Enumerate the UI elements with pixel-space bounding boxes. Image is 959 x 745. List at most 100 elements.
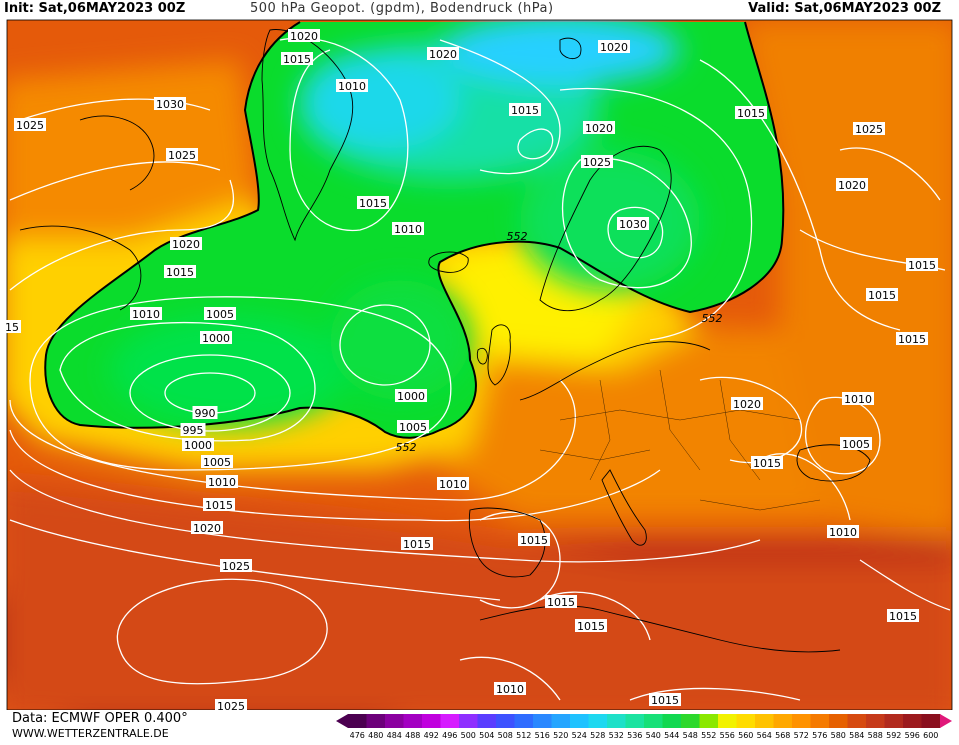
- svg-text:1015: 1015: [205, 499, 233, 512]
- isobar-label: 1030: [154, 97, 186, 111]
- svg-text:1000: 1000: [202, 332, 230, 345]
- isobar-label: 1015: [896, 332, 928, 346]
- website-credit: WWW.WETTERZENTRALE.DE: [12, 727, 169, 740]
- svg-text:1025: 1025: [855, 123, 883, 136]
- svg-text:1015: 1015: [547, 596, 575, 609]
- legend-tick-label: 500: [461, 731, 476, 740]
- legend-tick-label: 580: [831, 731, 846, 740]
- legend-tick-label: 480: [368, 731, 383, 740]
- valid-time: Valid: Sat,06MAY2023 00Z: [748, 1, 941, 16]
- isobar-label: 1015: [164, 265, 196, 279]
- svg-text:1015: 1015: [359, 197, 387, 210]
- legend-swatch: [385, 714, 404, 728]
- svg-text:1010: 1010: [496, 683, 524, 696]
- legend-tick-label: 540: [646, 731, 661, 740]
- svg-text:1000: 1000: [397, 390, 425, 403]
- isobar-label: 1025: [215, 699, 247, 713]
- svg-text:1015: 1015: [898, 333, 926, 346]
- isobar-label: 1000: [395, 389, 427, 403]
- svg-text:1020: 1020: [172, 238, 200, 251]
- isobar-label: 1020: [583, 121, 615, 135]
- legend-arrow-left: [336, 714, 348, 728]
- legend-swatch: [644, 714, 663, 728]
- legend-tick-label: 488: [405, 731, 420, 740]
- svg-text:1015: 1015: [577, 620, 605, 633]
- isobar-label: 995: [180, 423, 206, 437]
- svg-text:1005: 1005: [206, 308, 234, 321]
- svg-text:1015: 1015: [166, 266, 194, 279]
- svg-text:1020: 1020: [600, 41, 628, 54]
- svg-text:1025: 1025: [222, 560, 250, 573]
- geopotential-label: 552: [396, 441, 417, 454]
- svg-text:1010: 1010: [844, 393, 872, 406]
- legend-swatch: [773, 714, 793, 728]
- svg-text:1010: 1010: [394, 223, 422, 236]
- isobar-label: 1000: [200, 331, 232, 345]
- legend-tick-label: 536: [627, 731, 642, 740]
- svg-text:1010: 1010: [829, 526, 857, 539]
- country-borders: [539, 369, 821, 511]
- isobar-label: 1010: [437, 477, 469, 491]
- map-title: 500 hPa Geopot. (gpdm), Bodendruck (hPa): [250, 1, 554, 16]
- legend-swatch: [829, 714, 848, 728]
- svg-text:1015: 1015: [511, 104, 539, 117]
- isobar-label: 1010: [392, 222, 424, 236]
- svg-text:1015: 1015: [908, 259, 936, 272]
- legend-tick-label: 512: [516, 731, 531, 740]
- isobar-label: 1025: [14, 118, 46, 132]
- isobar-label: 1010: [130, 307, 162, 321]
- legend-swatch: [570, 714, 589, 728]
- isobar-label: 1020: [288, 29, 320, 43]
- isobar-label: 1015: [357, 196, 389, 210]
- legend-swatch: [607, 714, 626, 728]
- legend-swatch: [792, 714, 811, 728]
- legend-tick-label: 584: [849, 731, 864, 740]
- legend-swatch: [422, 714, 441, 728]
- weather-map: 1020 1015 1020 1020 1030 1010 1025 1025 1015 1015…: [3, 19, 953, 713]
- svg-text:1030: 1030: [619, 218, 647, 231]
- isobar-label: 1020: [191, 521, 223, 535]
- legend-tick-label: 552: [701, 731, 716, 740]
- isobar-label: 1020: [427, 47, 459, 61]
- legend-tick-label: 564: [757, 731, 772, 740]
- legend-swatch: [810, 714, 830, 728]
- isobar-label: 1005: [201, 455, 233, 469]
- svg-text:1020: 1020: [290, 30, 318, 43]
- isobar-label: 1015: [281, 52, 313, 66]
- legend-tick-label: 596: [905, 731, 920, 740]
- svg-text:1025: 1025: [16, 119, 44, 132]
- svg-text:995: 995: [183, 424, 204, 437]
- legend-tick-label: 496: [442, 731, 457, 740]
- isobar-label: 1015: [203, 498, 235, 512]
- isobar-label: 1000: [182, 438, 214, 452]
- isobar-label: 1015: [906, 258, 938, 272]
- isobar-label: 1015: [887, 609, 919, 623]
- legend-tick-label: 600: [923, 731, 938, 740]
- legend-tick-label: 504: [479, 731, 494, 740]
- geopotential-label: 552: [507, 230, 528, 243]
- isobar-label: 1030: [617, 217, 649, 231]
- svg-text:1015: 1015: [753, 457, 781, 470]
- legend-tick-label: 524: [572, 731, 587, 740]
- data-source: Data: ECMWF OPER 0.400°: [12, 711, 188, 726]
- isobar-label: 1010: [842, 392, 874, 406]
- legend-swatch: [847, 714, 867, 728]
- legend-tick-label: 548: [683, 731, 698, 740]
- legend-swatch: [921, 714, 941, 728]
- legend-arrow-right: [940, 714, 952, 728]
- isobar-label: 1010: [336, 79, 368, 93]
- isobar-label: 15: [3, 320, 21, 334]
- svg-text:1005: 1005: [399, 421, 427, 434]
- legend-swatch: [866, 714, 885, 728]
- legend-swatch: [440, 714, 460, 728]
- legend-swatch: [459, 714, 478, 728]
- legend-swatch: [496, 714, 515, 728]
- isobar-label: 1020: [836, 178, 868, 192]
- svg-text:1025: 1025: [583, 156, 611, 169]
- legend-tick-label: 484: [387, 731, 402, 740]
- legend-swatch: [348, 714, 367, 728]
- legend-swatch: [625, 714, 645, 728]
- isobar-label: 1015: [545, 595, 577, 609]
- legend-swatch: [533, 714, 552, 728]
